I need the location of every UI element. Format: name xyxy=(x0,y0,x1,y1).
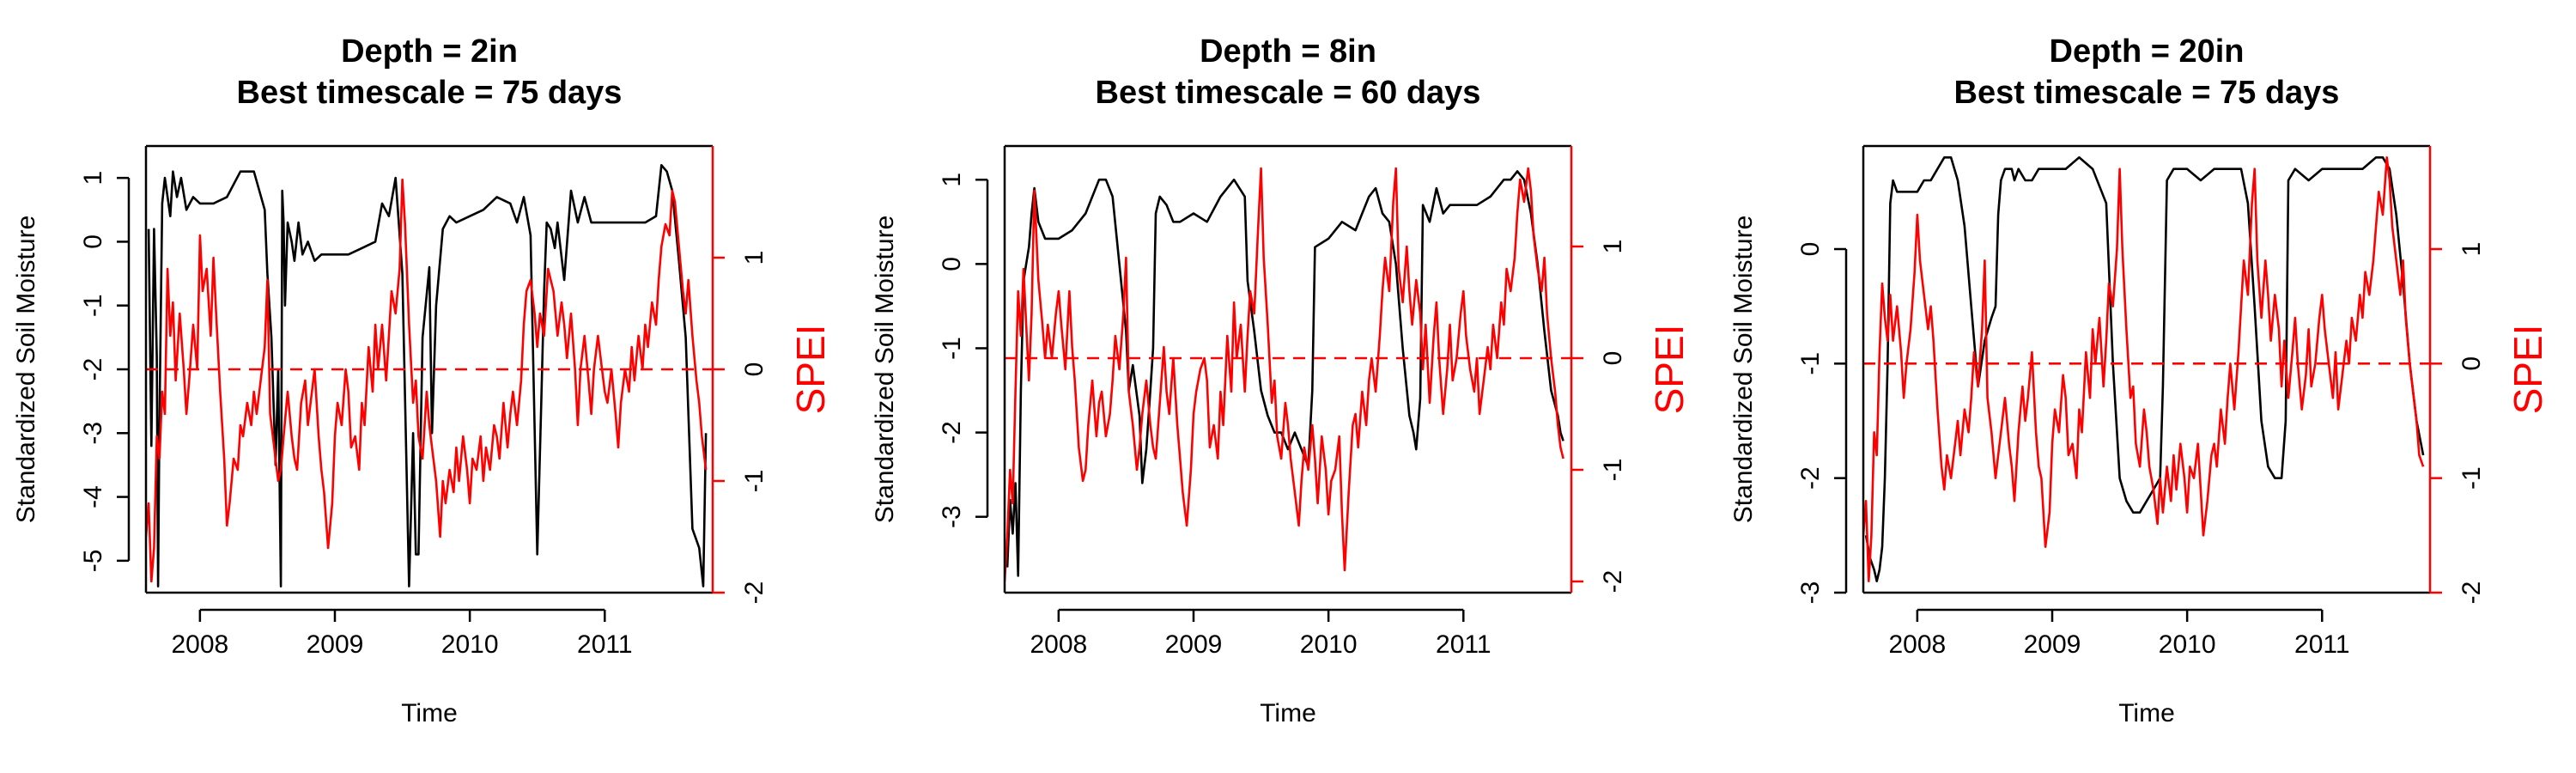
y-right-tick-label: 1 xyxy=(2458,242,2486,257)
chart-title-line2: Best timescale = 60 days xyxy=(1096,75,1481,111)
x-tick-label: 2008 xyxy=(171,630,228,659)
y-left-tick-label: -2 xyxy=(1796,466,1825,490)
y-right-axis-label: SPEI xyxy=(2506,325,2550,415)
y-left-tick-label: 0 xyxy=(938,257,966,271)
y-right-axis-label: SPEI xyxy=(1647,325,1692,415)
soil-moisture-line xyxy=(1864,156,2425,583)
y-left-axis-label: Standardized Soil Moisture xyxy=(1729,216,1758,524)
soil-moisture-line xyxy=(1005,170,1564,577)
y-left-tick-label: -3 xyxy=(1796,581,1825,605)
y-left-tick-label: -1 xyxy=(1796,352,1825,375)
y-right-tick-label: -1 xyxy=(1599,459,1627,482)
y-left-tick-label: -5 xyxy=(79,550,107,573)
x-axis-label: Time xyxy=(2118,699,2175,727)
x-tick-label: 2009 xyxy=(1165,630,1223,659)
x-tick-label: 2009 xyxy=(2024,630,2081,659)
x-tick-label: 2011 xyxy=(1436,630,1492,659)
x-tick-label: 2011 xyxy=(2294,630,2350,659)
y-right-tick-label: -1 xyxy=(2458,466,2486,490)
spei-line xyxy=(1005,167,1564,582)
x-tick-label: 2010 xyxy=(2159,630,2216,659)
y-right-tick-label: 0 xyxy=(740,362,769,377)
y-left-axis-label: Standardized Soil Moisture xyxy=(12,216,40,524)
spei-line xyxy=(146,178,708,583)
chart-title-line2: Best timescale = 75 days xyxy=(237,75,623,111)
x-axis-label: Time xyxy=(401,699,458,727)
y-right-tick-label: 0 xyxy=(2458,356,2486,371)
y-right-tick-label: -2 xyxy=(1599,570,1627,593)
spei-line xyxy=(1863,156,2425,583)
y-left-tick-label: -1 xyxy=(938,337,966,360)
y-left-tick-label: -2 xyxy=(79,358,107,381)
y-left-tick-label: -2 xyxy=(938,421,966,444)
y-right-tick-label: -2 xyxy=(740,581,769,605)
y-right-tick-label: -2 xyxy=(2458,581,2486,605)
chart-panel-1: Depth = 2in Best timescale = 75 days 2008 2… xyxy=(12,33,833,727)
soil-moisture-line xyxy=(147,164,708,587)
y-right-tick-label: 0 xyxy=(1599,351,1627,366)
x-tick-label: 2010 xyxy=(441,630,499,659)
x-axis-label: Time xyxy=(1260,699,1316,727)
y-left-tick-label: -3 xyxy=(938,505,966,528)
chart-panel-2: Depth = 8in Best timescale = 60 days 2008 2… xyxy=(871,33,1692,727)
x-tick-label: 2010 xyxy=(1300,630,1358,659)
y-left-tick-label: -3 xyxy=(79,422,107,445)
chart-title-line1: Depth = 8in xyxy=(1200,33,1376,70)
y-right-axis-label: SPEI xyxy=(788,325,833,415)
y-left-tick-label: 0 xyxy=(1796,242,1825,257)
y-left-tick-label: -1 xyxy=(79,294,107,317)
y-right-tick-label: 1 xyxy=(740,251,769,265)
chart-title-line2: Best timescale = 75 days xyxy=(1954,75,2340,111)
y-left-tick-label: -4 xyxy=(79,485,107,508)
chart-title-line1: Depth = 20in xyxy=(2050,33,2245,70)
x-tick-label: 2008 xyxy=(1030,630,1087,659)
y-left-tick-label: 1 xyxy=(938,173,966,187)
x-tick-label: 2009 xyxy=(307,630,364,659)
y-left-axis-label: Standardized Soil Moisture xyxy=(871,216,899,524)
x-tick-label: 2011 xyxy=(577,630,633,659)
x-tick-label: 2008 xyxy=(1888,630,1946,659)
y-left-tick-label: 0 xyxy=(79,234,107,249)
y-right-tick-label: 1 xyxy=(1599,240,1627,254)
chart-title-line1: Depth = 2in xyxy=(341,33,518,70)
chart-panel-3: Depth = 20in Best timescale = 75 days 2008… xyxy=(1729,33,2550,727)
y-left-tick-label: 1 xyxy=(79,171,107,186)
y-right-tick-label: -1 xyxy=(740,470,769,493)
